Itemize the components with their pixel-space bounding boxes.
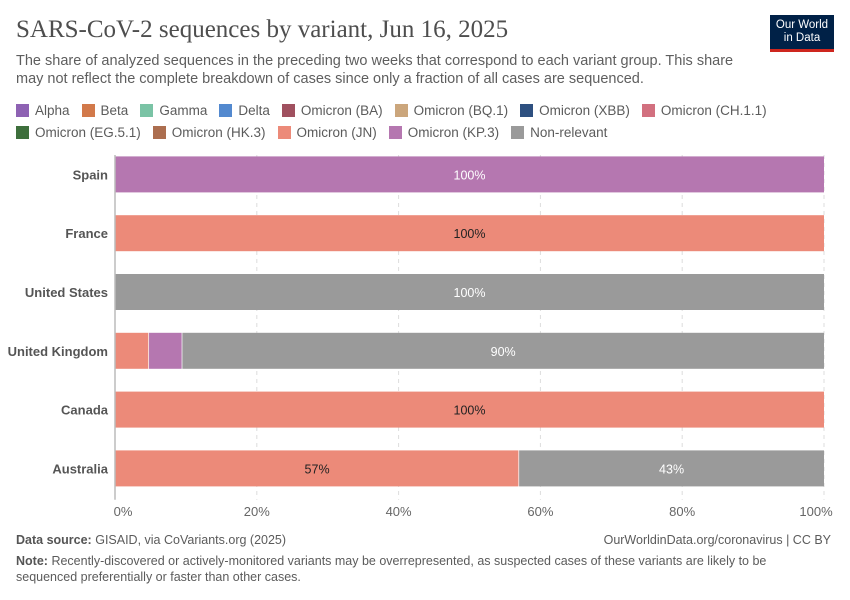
legend-item[interactable]: Alpha [16, 102, 70, 118]
data-label: 90% [491, 345, 516, 359]
legend-item[interactable]: Omicron (CH.1.1) [641, 102, 767, 118]
bar-segment [115, 450, 519, 487]
legend-swatch [16, 103, 29, 117]
legend-label: Omicron (CH.1.1) [660, 102, 767, 118]
legend-swatch [219, 103, 233, 117]
logo-line1: Our World [775, 19, 829, 31]
legend-label: Omicron (JN) [296, 124, 377, 140]
source-label: Data source: [16, 533, 92, 547]
legend-label: Gamma [159, 102, 208, 118]
chart-subtitle: The share of analyzed sequences in the p… [16, 53, 734, 87]
note-label: Note: [16, 554, 48, 568]
legend-swatch [641, 103, 655, 117]
legend-swatch [388, 125, 402, 139]
data-source: Data source: GISAID, via CoVariants.org … [16, 533, 286, 547]
legend-swatch [140, 103, 154, 117]
legend-swatch [152, 125, 166, 139]
legend-item[interactable]: Omicron (BA) [281, 102, 383, 118]
legend-label: Delta [238, 102, 270, 118]
legend-swatch [520, 103, 534, 117]
legend-item[interactable]: Beta [81, 102, 129, 118]
y-category-label: United States [25, 285, 108, 300]
legend-label: Beta [100, 102, 129, 118]
x-tick-label: 20% [244, 504, 270, 519]
owid-logo[interactable]: Our World in Data [770, 15, 834, 52]
legend-label: Omicron (HK.3) [171, 124, 266, 140]
bar-chart: 0% 20% 40% 60% 80% 100% Spain 100% France 100% Uni… [8, 155, 833, 519]
credit-link[interactable]: OurWorldinData.org/coronavirus | CC BY [603, 533, 831, 547]
legend-label: Omicron (BQ.1) [413, 102, 509, 118]
bar-segment [182, 332, 825, 369]
legend: Alpha Beta Gamma Delta Omicron (BA) Omicron (… [16, 102, 826, 140]
legend-label: Omicron (XBB) [539, 102, 630, 118]
logo-line2: in Data [783, 32, 821, 44]
chart-title: SARS-CoV-2 sequences by variant, Jun 16,… [16, 16, 509, 43]
data-label: 100% [454, 286, 486, 300]
data-label: 100% [454, 227, 486, 241]
legend-item[interactable]: Omicron (EG.5.1) [16, 124, 141, 140]
note-text: Recently-discovered or actively-monitore… [16, 554, 767, 584]
legend-swatch [16, 125, 29, 139]
x-tick-label: 40% [386, 504, 412, 519]
x-tick-label: 0% [114, 504, 133, 519]
y-category-label: Spain [73, 167, 108, 182]
data-label: 100% [454, 404, 486, 418]
legend-swatch [277, 125, 291, 139]
x-tick-label: 80% [669, 504, 695, 519]
source-text[interactable]: GISAID, via CoVariants.org (2025) [95, 533, 287, 547]
bar-segment [115, 215, 824, 252]
x-tick-label: 100% [799, 504, 833, 519]
legend-swatch [281, 103, 295, 117]
bar-segment [519, 450, 824, 487]
legend-item[interactable]: Gamma [140, 102, 207, 118]
legend-item[interactable]: Omicron (XBB) [520, 102, 630, 118]
legend-label: Non-relevant [530, 124, 608, 140]
legend-swatch [81, 103, 95, 117]
data-label: 100% [454, 168, 486, 182]
y-category-label: France [65, 226, 108, 241]
legend-swatch [511, 125, 525, 139]
legend-item[interactable]: Omicron (HK.3) [152, 124, 266, 140]
legend-item[interactable]: Omicron (JN) [277, 124, 377, 140]
legend-label: Alpha [35, 102, 70, 118]
bar-segment [115, 332, 149, 369]
legend-item[interactable]: Omicron (KP.3) [388, 124, 500, 140]
legend-item[interactable]: Delta [219, 102, 270, 118]
bar-segment [115, 274, 824, 310]
y-category-label: Canada [61, 403, 109, 418]
y-category-label: United Kingdom [8, 344, 108, 359]
x-tick-label: 60% [527, 504, 553, 519]
legend-item[interactable]: Omicron (BQ.1) [394, 102, 509, 118]
legend-label: Omicron (BA) [300, 102, 383, 118]
y-category-label: Australia [52, 461, 108, 476]
note: Note: Recently-discovered or actively-mo… [16, 553, 816, 585]
legend-item[interactable]: Non-relevant [511, 124, 607, 140]
legend-label: Omicron (EG.5.1) [35, 124, 141, 140]
legend-label: Omicron (KP.3) [407, 124, 500, 140]
legend-swatch [394, 103, 408, 117]
bar-segment [115, 391, 824, 428]
bar-segment [115, 156, 824, 193]
bar-segment [149, 332, 182, 369]
data-label: 57% [305, 462, 330, 476]
data-label: 43% [659, 462, 684, 476]
